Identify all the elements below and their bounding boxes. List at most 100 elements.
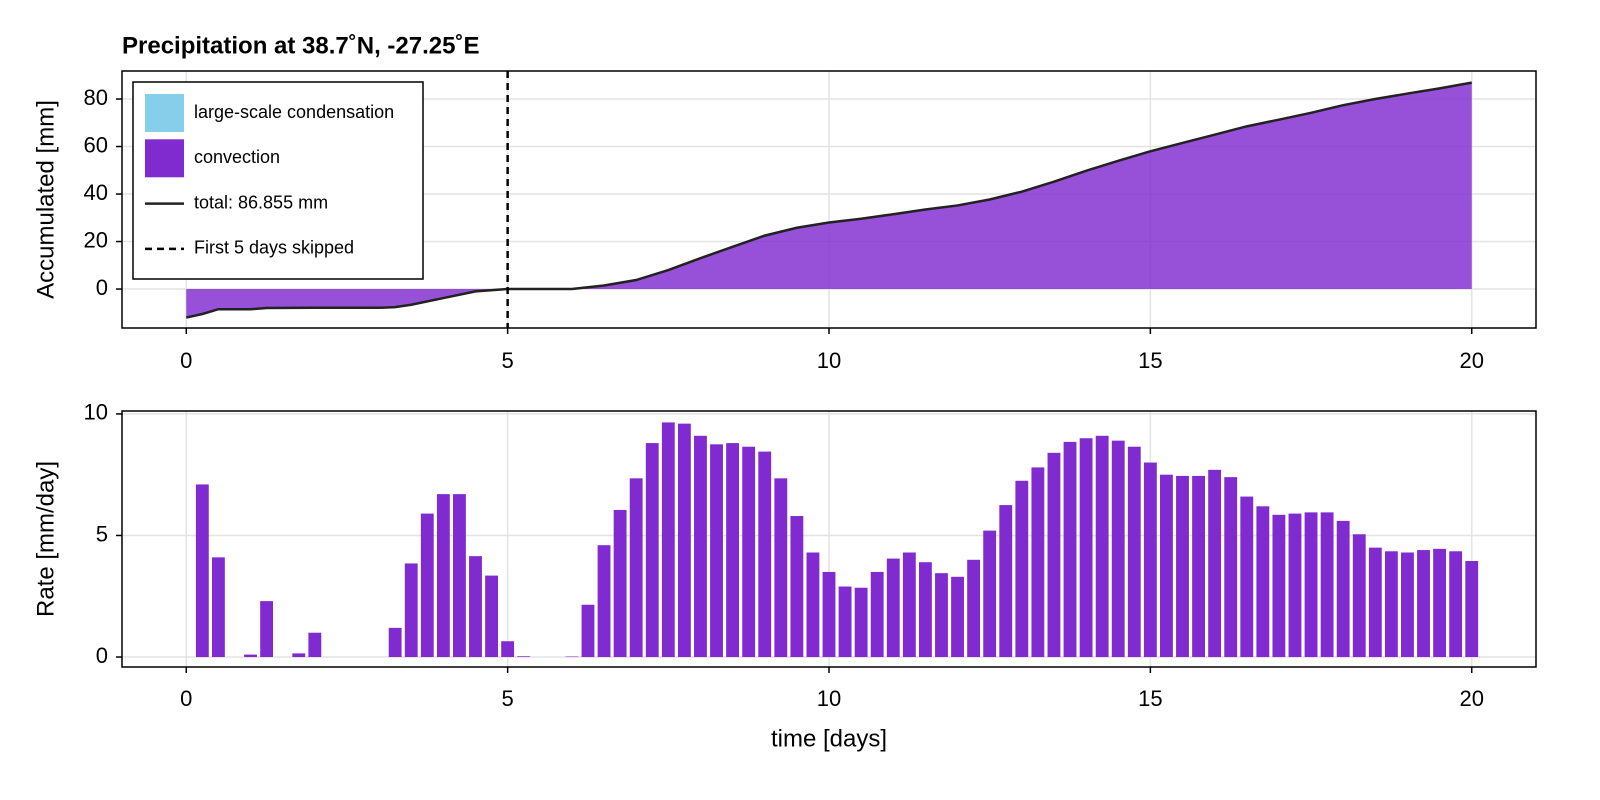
bar [388, 627, 402, 658]
bar [453, 494, 466, 658]
bar [661, 422, 675, 658]
bar [1352, 534, 1366, 658]
bar [469, 556, 482, 658]
bar [726, 443, 740, 658]
bar [1192, 475, 1205, 658]
bar [1256, 506, 1270, 658]
x-tick-label: 5 [502, 348, 514, 373]
bar [260, 601, 274, 658]
panel: large-scale condensation convection total:… [32, 70, 1537, 373]
bar [581, 604, 595, 658]
bar [1176, 475, 1189, 658]
x-axis-label: time [days] [771, 725, 887, 752]
bar [1417, 550, 1430, 658]
bar [1127, 446, 1141, 658]
bar [485, 575, 498, 658]
bar [645, 443, 659, 658]
legend-label: total: 86.855 mm [194, 192, 328, 212]
bar [1320, 512, 1334, 658]
bar [1304, 512, 1318, 658]
x-tick-label: 15 [1138, 348, 1162, 373]
bar [967, 559, 981, 658]
y-tick-label: 60 [84, 132, 108, 157]
bar [629, 478, 643, 658]
bar [501, 641, 515, 658]
x-tick-label: 10 [817, 348, 841, 373]
x-tick-label: 5 [502, 686, 514, 711]
bar [886, 558, 900, 658]
bar [404, 563, 418, 658]
bar [677, 423, 691, 658]
y-tick-label: 80 [84, 85, 108, 110]
bar [1160, 474, 1173, 658]
bar [1465, 561, 1479, 658]
x-tick-label: 20 [1459, 348, 1483, 373]
legend-label: large-scale condensation [194, 102, 394, 122]
bar [870, 571, 884, 658]
bar [790, 516, 804, 658]
y-tick-label: 0 [96, 275, 108, 300]
x-tick-label: 0 [180, 686, 192, 711]
bar [597, 545, 611, 658]
bar [694, 435, 707, 658]
x-tick-label: 10 [817, 686, 841, 711]
legend-swatch [145, 94, 184, 132]
bar [1433, 548, 1447, 658]
y-axis-label: Accumulated [mm] [32, 100, 59, 299]
bar [420, 513, 434, 658]
bar [1063, 441, 1077, 658]
bar [935, 573, 948, 658]
x-tick-label: 20 [1459, 686, 1483, 711]
bar [1047, 452, 1061, 658]
bar [1449, 551, 1463, 658]
x-tick-label: 15 [1138, 686, 1162, 711]
bar [1208, 469, 1222, 658]
bar [292, 653, 306, 658]
bar [1336, 520, 1350, 658]
bar [1384, 551, 1398, 658]
bar [1368, 547, 1382, 658]
bar [838, 586, 852, 658]
bar [1288, 513, 1302, 658]
bar [613, 509, 627, 658]
bar [1224, 477, 1238, 658]
bar [999, 505, 1013, 658]
bar [1015, 480, 1029, 658]
bar [1272, 514, 1286, 658]
bar [1143, 462, 1157, 658]
bar [902, 552, 916, 658]
bar [211, 557, 225, 658]
bar [1401, 552, 1414, 658]
bar [774, 478, 788, 658]
panel: 0 5 10 15 20 0 5 10 Rate [mm/day] time [days] [32, 400, 1537, 752]
x-tick-label: 0 [180, 348, 192, 373]
bar [951, 576, 964, 658]
area [186, 82, 1472, 318]
chart-title: Precipitation at 38.7˚N, -27.25˚E [122, 32, 479, 59]
y-tick-label: 0 [96, 643, 108, 668]
y-tick-label: 20 [84, 227, 108, 252]
legend-label: convection [194, 147, 280, 167]
legend-label: First 5 days skipped [194, 238, 354, 258]
y-tick-label: 40 [84, 180, 108, 205]
bar [436, 494, 450, 658]
y-tick-label: 5 [96, 521, 108, 546]
bar [244, 654, 257, 658]
bar [517, 656, 531, 658]
bar [1111, 440, 1125, 658]
bar [854, 587, 868, 658]
bar [983, 530, 997, 658]
bar [710, 444, 723, 658]
total-line [186, 81, 1472, 319]
bar [918, 562, 932, 658]
bar [758, 451, 772, 658]
bar [742, 446, 756, 658]
bar [195, 484, 209, 658]
bar [308, 632, 322, 658]
bar [1240, 496, 1254, 658]
y-tick-label: 10 [84, 400, 108, 425]
legend-swatch [145, 139, 184, 178]
bar [1079, 438, 1093, 658]
bar [1095, 435, 1109, 658]
